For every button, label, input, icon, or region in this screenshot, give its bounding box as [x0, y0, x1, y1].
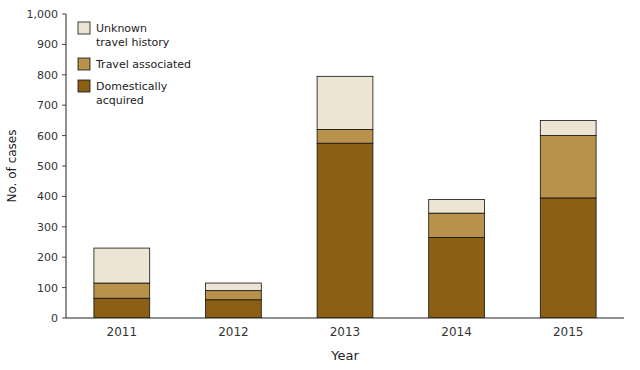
- x-tick-label: 2011: [107, 325, 138, 339]
- bar-segment: [429, 237, 485, 318]
- x-axis-label: Year: [330, 348, 359, 363]
- y-tick: [62, 257, 66, 258]
- y-tick: [62, 105, 66, 106]
- x-tick-label: 2014: [441, 325, 472, 339]
- y-tick-label: 800: [37, 69, 58, 82]
- bar-segment: [94, 283, 150, 298]
- bar-segment: [540, 120, 596, 135]
- bar-segment: [540, 198, 596, 318]
- y-tick: [62, 135, 66, 136]
- y-tick-label: 700: [37, 99, 58, 112]
- y-tick: [62, 44, 66, 45]
- bar-segment: [540, 136, 596, 198]
- y-tick-label: 200: [37, 251, 58, 264]
- bar-segment: [317, 130, 373, 144]
- legend: Unknowntravel history Travel associated Do…: [78, 22, 191, 107]
- y-tick: [62, 196, 66, 197]
- y-axis: [66, 14, 67, 318]
- y-tick: [62, 14, 66, 15]
- bars: [94, 76, 596, 318]
- bar-segment: [429, 213, 485, 237]
- legend-label: Domesticallyacquired: [96, 80, 168, 107]
- bar-segment: [317, 76, 373, 129]
- bar-segment: [429, 199, 485, 213]
- bar-segment: [206, 300, 262, 318]
- legend-swatch: [78, 22, 90, 34]
- bar-segment: [206, 291, 262, 300]
- chart: 0 100 200 300 400 500 600 700 800 900 1,000 2011 201…: [0, 0, 640, 370]
- y-tick: [62, 74, 66, 75]
- y-tick-label: 500: [37, 160, 58, 173]
- y-tick: [62, 287, 66, 288]
- bar-segment: [94, 248, 150, 283]
- legend-swatch: [78, 58, 90, 70]
- bar-segment: [317, 143, 373, 318]
- x-tick-label: 2013: [330, 325, 361, 339]
- y-tick: [62, 226, 66, 227]
- bar-segment: [94, 298, 150, 318]
- bar-segment: [206, 283, 262, 291]
- legend-label: Unknowntravel history: [96, 22, 170, 49]
- x-axis: [66, 318, 624, 319]
- y-tick-label: 900: [37, 38, 58, 51]
- y-tick-label: 600: [37, 130, 58, 143]
- legend-label: Travel associated: [95, 58, 191, 71]
- y-tick: [62, 318, 66, 319]
- y-tick-label: 0: [51, 312, 58, 325]
- y-tick-label: 100: [37, 282, 58, 295]
- x-tick-label: 2015: [553, 325, 584, 339]
- y-tick-label: 300: [37, 221, 58, 234]
- x-tick-label: 2012: [218, 325, 249, 339]
- y-tick-label: 400: [37, 190, 58, 203]
- legend-swatch: [78, 80, 90, 92]
- y-axis-label: No. of cases: [5, 130, 19, 203]
- y-tick: [62, 166, 66, 167]
- y-tick-label: 1,000: [27, 8, 59, 21]
